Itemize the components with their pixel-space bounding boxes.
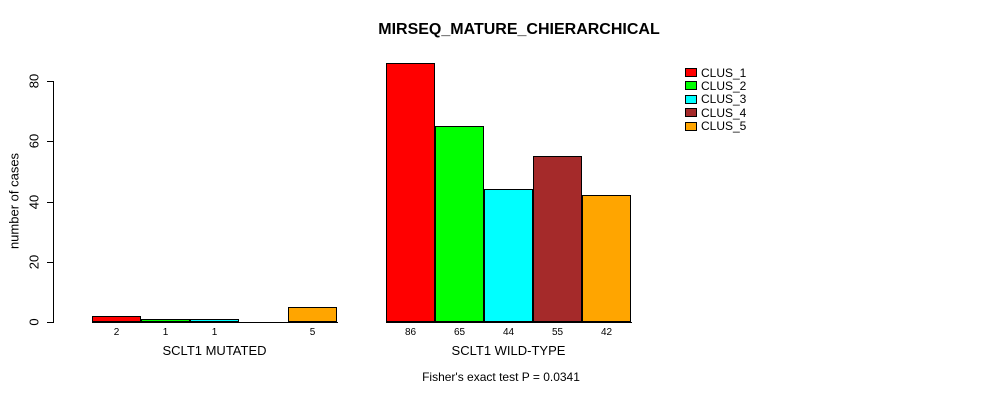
y-tick (47, 202, 53, 203)
legend-label: CLUS_4 (701, 105, 747, 120)
y-tick-label: 0 (26, 318, 42, 326)
bar-value-label: 42 (600, 327, 613, 338)
y-tick-label: 80 (26, 73, 42, 89)
bar-value-label: 2 (113, 327, 120, 338)
legend-label: CLUS_1 (701, 65, 747, 80)
legend-swatch (685, 81, 697, 91)
legend-label: CLUS_3 (701, 92, 747, 107)
y-axis-line (53, 81, 54, 323)
legend-swatch (685, 108, 697, 118)
legend-swatch (685, 68, 697, 77)
bar-value-label: 86 (404, 327, 417, 338)
y-tick (47, 141, 53, 142)
group-axis-line (386, 322, 632, 323)
y-tick-label: 60 (26, 133, 42, 149)
bar (386, 63, 435, 322)
bar (190, 319, 239, 322)
bar-value-label: 55 (551, 327, 564, 338)
group-label: SCLT1 MUTATED (162, 343, 267, 358)
bar (141, 319, 190, 322)
bar (92, 316, 141, 322)
bar-value-label: 5 (309, 327, 316, 338)
y-tick (47, 262, 53, 263)
legend-label: CLUS_2 (701, 78, 747, 93)
y-tick (47, 322, 53, 323)
bar (484, 189, 533, 322)
legend-swatch (685, 121, 697, 131)
caption-fisher-test: Fisher's exact test P = 0.0341 (422, 370, 580, 384)
y-tick-label: 40 (26, 194, 42, 210)
bar (288, 307, 337, 322)
bar-value-label: 1 (162, 327, 169, 338)
bar (435, 126, 484, 322)
chart-title: MIRSEQ_MATURE_CHIERARCHICAL (378, 21, 660, 38)
legend-label: CLUS_5 (701, 119, 747, 134)
legend-swatch (685, 94, 697, 104)
bar-value-label: 44 (502, 327, 515, 338)
group-axis-line (92, 322, 338, 323)
y-tick-label: 20 (26, 254, 42, 270)
bar-value-label: 1 (211, 327, 218, 338)
y-tick (47, 81, 53, 82)
bar (582, 195, 631, 322)
bar-value-label: 65 (453, 327, 466, 338)
group-label: SCLT1 WILD-TYPE (451, 343, 566, 358)
bar (533, 156, 582, 322)
y-axis-title: number of cases (6, 152, 22, 250)
